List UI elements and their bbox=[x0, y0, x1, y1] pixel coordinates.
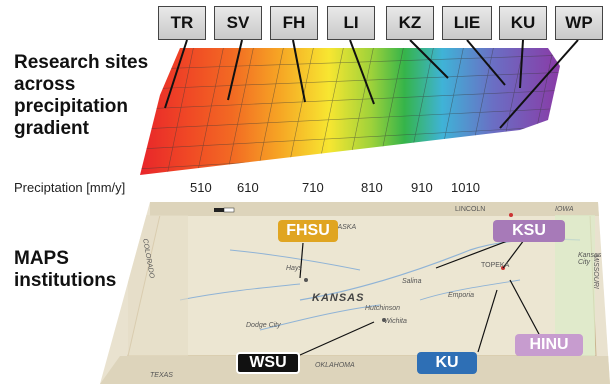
map-label-kansas: KANSAS bbox=[312, 292, 365, 304]
precip-tick: 710 bbox=[302, 180, 324, 195]
site-tr-box: TR bbox=[158, 6, 206, 40]
map-label-salina: Salina bbox=[402, 278, 422, 285]
map-label-lincoln: LINCOLN bbox=[455, 206, 486, 213]
map-label-iowa: IOWA bbox=[555, 206, 574, 213]
site-leader-lines bbox=[164, 39, 579, 129]
map-label-hutchinson: Hutchinson bbox=[365, 305, 401, 312]
precip-tick: 610 bbox=[237, 180, 259, 195]
map-label-wichita: Wichita bbox=[384, 318, 407, 325]
institution-wsu-badge: WSU bbox=[236, 352, 300, 374]
site-kz-box: KZ bbox=[386, 6, 434, 40]
institution-ksu-badge: KSU bbox=[493, 220, 565, 242]
site-ku-box: KU bbox=[499, 6, 547, 40]
site-fh-box: FH bbox=[270, 6, 318, 40]
site-lie-box: LIE bbox=[442, 6, 492, 40]
site-wp-box: WP bbox=[555, 6, 603, 40]
precipitation-axis-label: Preciptation [mm/y] bbox=[14, 180, 126, 195]
map-label-hays: Hays bbox=[286, 265, 302, 272]
map-label-dodge-city: Dodge City bbox=[246, 322, 281, 329]
institution-leader-lines bbox=[299, 239, 541, 356]
maps-institutions-heading: MAPS institutions bbox=[14, 248, 117, 291]
institution-hinu-badge: HINU bbox=[515, 334, 583, 356]
institution-fhsu-badge: FHSU bbox=[278, 220, 338, 242]
precip-tick: 810 bbox=[361, 180, 383, 195]
map-label-topeka: TOPEKA bbox=[481, 262, 510, 269]
site-sv-box: SV bbox=[214, 6, 262, 40]
precipitation-map bbox=[140, 48, 560, 175]
map-label-emporia: Emporia bbox=[448, 292, 475, 299]
precip-tick: 910 bbox=[411, 180, 433, 195]
research-sites-heading: Research sites across precipitation grad… bbox=[14, 52, 149, 139]
institution-ku-badge: KU bbox=[417, 352, 477, 374]
map-label-kansas-city: Kansas City bbox=[578, 252, 602, 266]
map-label-texas: TEXAS bbox=[150, 372, 173, 379]
site-li-box: LI bbox=[327, 6, 375, 40]
precip-tick: 1010 bbox=[451, 180, 480, 195]
precip-tick: 510 bbox=[190, 180, 212, 195]
map-label-oklahoma: OKLAHOMA bbox=[315, 362, 355, 369]
